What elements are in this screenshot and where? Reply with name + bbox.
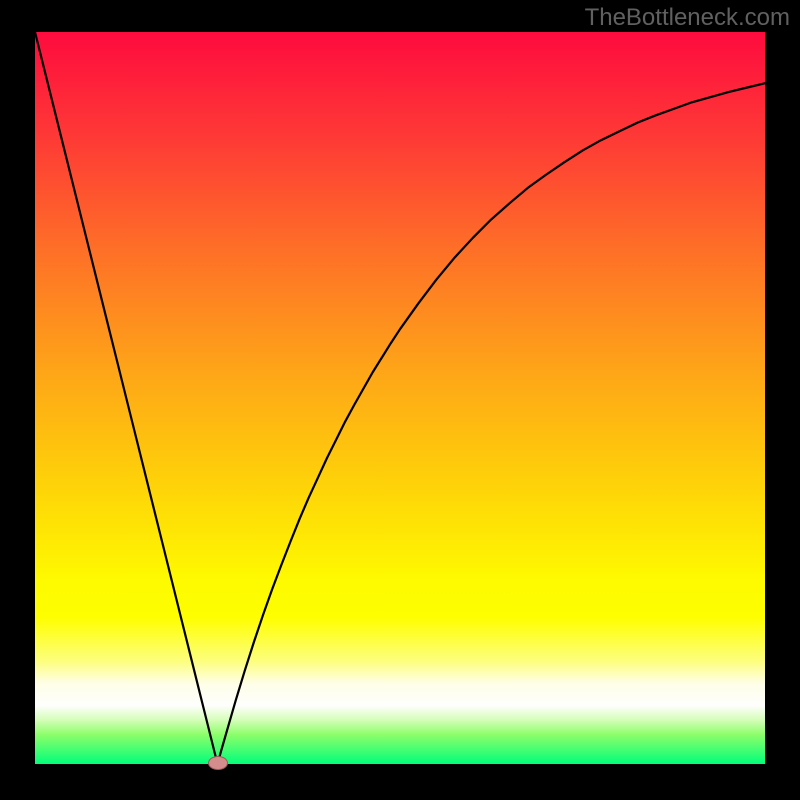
watermark-text: TheBottleneck.com bbox=[585, 4, 790, 32]
curve-svg bbox=[35, 32, 765, 764]
chart-container: TheBottleneck.com bbox=[0, 0, 800, 800]
optimal-point-marker bbox=[208, 756, 228, 770]
bottleneck-curve bbox=[35, 32, 765, 764]
plot-area bbox=[35, 32, 765, 764]
